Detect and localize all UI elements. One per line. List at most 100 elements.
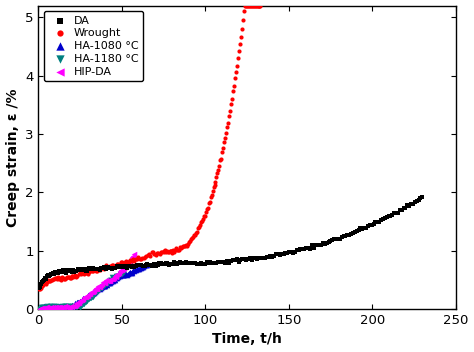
HIP-DA — [116, 270, 123, 276]
Wrought — [41, 280, 49, 286]
Wrought — [228, 102, 235, 107]
DA — [149, 262, 157, 268]
HA-1080 °C — [94, 286, 102, 291]
DA — [73, 268, 80, 274]
DA — [391, 210, 398, 216]
DA — [248, 257, 255, 263]
HA-1180 °C — [85, 296, 93, 302]
DA — [310, 245, 318, 251]
DA — [96, 267, 104, 272]
Wrought — [229, 88, 237, 94]
Wrought — [175, 247, 183, 253]
Wrought — [99, 265, 106, 271]
DA — [385, 213, 392, 219]
DA — [351, 230, 359, 235]
HIP-DA — [60, 304, 68, 310]
HIP-DA — [72, 302, 79, 307]
DA — [184, 260, 191, 265]
DA — [315, 242, 323, 247]
HA-1180 °C — [38, 304, 46, 310]
HA-1180 °C — [114, 273, 122, 279]
HA-1080 °C — [112, 275, 120, 281]
Wrought — [222, 130, 230, 136]
DA — [170, 261, 177, 267]
DA — [154, 262, 162, 268]
Wrought — [80, 271, 88, 277]
DA — [233, 257, 240, 262]
Wrought — [193, 230, 201, 235]
DA — [257, 256, 265, 261]
HIP-DA — [78, 297, 86, 303]
DA — [366, 222, 374, 228]
HA-1080 °C — [113, 275, 121, 281]
DA — [38, 279, 46, 285]
DA — [400, 205, 408, 211]
Wrought — [225, 113, 233, 119]
HA-1080 °C — [74, 300, 82, 305]
Wrought — [38, 283, 46, 289]
DA — [59, 268, 66, 273]
HIP-DA — [91, 287, 98, 292]
DA — [54, 269, 61, 275]
Wrought — [47, 277, 55, 283]
DA — [295, 248, 302, 253]
HA-1080 °C — [130, 268, 138, 274]
DA — [415, 197, 422, 203]
HIP-DA — [59, 304, 67, 310]
DA — [115, 264, 123, 270]
HA-1080 °C — [129, 270, 137, 276]
Wrought — [186, 238, 194, 244]
DA — [419, 195, 426, 200]
DA — [197, 260, 205, 265]
DA — [272, 252, 280, 257]
HA-1180 °C — [65, 304, 73, 310]
Wrought — [163, 248, 170, 254]
Wrought — [200, 213, 208, 219]
Wrought — [228, 96, 236, 101]
HIP-DA — [84, 293, 91, 299]
DA — [137, 262, 145, 268]
DA — [210, 260, 218, 266]
DA — [101, 266, 109, 271]
DA — [125, 263, 132, 269]
Wrought — [212, 180, 219, 185]
Wrought — [59, 275, 67, 281]
HA-1180 °C — [70, 304, 78, 310]
Wrought — [213, 175, 220, 180]
HA-1080 °C — [100, 283, 108, 289]
DA — [62, 270, 70, 275]
HIP-DA — [48, 305, 55, 311]
Wrought — [155, 250, 162, 256]
HA-1080 °C — [49, 303, 57, 309]
Wrought — [72, 274, 80, 279]
Wrought — [210, 184, 217, 190]
Wrought — [68, 274, 76, 279]
DA — [173, 261, 181, 266]
HA-1080 °C — [105, 280, 113, 285]
DA — [313, 242, 321, 247]
HIP-DA — [89, 289, 96, 295]
Wrought — [178, 244, 186, 250]
HA-1080 °C — [69, 303, 77, 308]
HA-1080 °C — [47, 303, 55, 309]
HA-1080 °C — [53, 304, 60, 310]
HA-1180 °C — [59, 304, 66, 310]
HA-1180 °C — [55, 304, 63, 310]
HIP-DA — [69, 303, 76, 309]
DA — [79, 267, 86, 273]
Wrought — [45, 278, 53, 284]
HA-1180 °C — [121, 268, 128, 273]
HIP-DA — [82, 294, 90, 300]
Wrought — [185, 239, 193, 245]
HA-1080 °C — [59, 304, 67, 309]
DA — [82, 268, 90, 274]
DA — [261, 255, 269, 260]
DA — [105, 264, 112, 270]
HA-1080 °C — [109, 278, 117, 283]
DA — [268, 254, 276, 259]
Wrought — [116, 262, 124, 268]
HA-1180 °C — [49, 304, 56, 310]
HA-1080 °C — [118, 272, 126, 278]
HIP-DA — [106, 278, 114, 284]
HA-1180 °C — [99, 284, 107, 289]
